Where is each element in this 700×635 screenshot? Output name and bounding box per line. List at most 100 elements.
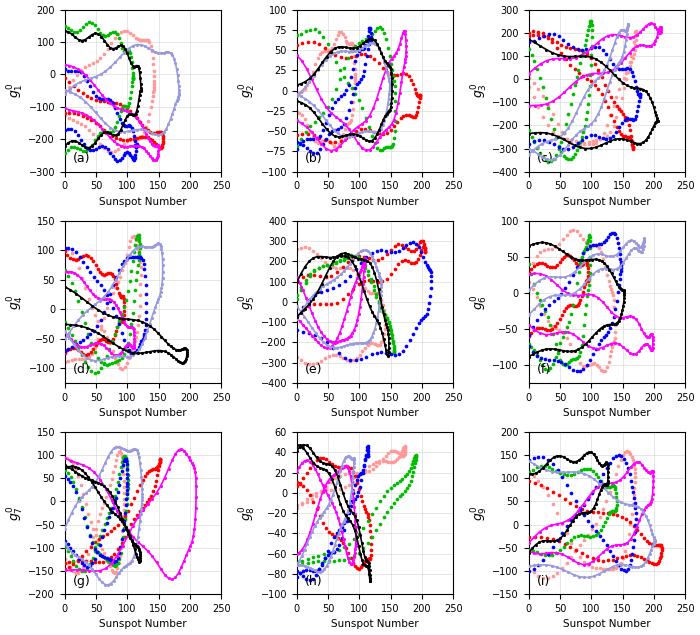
- Point: [311, 133, 322, 144]
- Point: [397, 474, 408, 484]
- Point: [590, 469, 601, 479]
- Point: [139, 264, 150, 274]
- Point: [79, 565, 90, 575]
- Point: [321, 485, 332, 495]
- Point: [575, 503, 586, 513]
- Point: [323, 548, 335, 558]
- Point: [385, 269, 396, 279]
- Point: [296, 499, 307, 509]
- Point: [291, 90, 302, 100]
- Point: [537, 360, 548, 370]
- Point: [76, 119, 87, 129]
- Point: [413, 318, 424, 328]
- Point: [378, 491, 389, 501]
- Point: [119, 523, 130, 533]
- Point: [129, 153, 140, 163]
- Point: [99, 313, 110, 323]
- Point: [656, 541, 667, 551]
- Point: [132, 231, 143, 241]
- Point: [596, 335, 607, 345]
- Point: [556, 289, 567, 299]
- Point: [560, 283, 571, 293]
- Point: [314, 564, 325, 574]
- Point: [630, 25, 641, 36]
- Point: [419, 311, 430, 321]
- Point: [154, 455, 165, 465]
- Point: [97, 269, 108, 279]
- Point: [62, 474, 74, 484]
- Point: [564, 316, 575, 326]
- Point: [111, 311, 122, 321]
- Point: [561, 133, 573, 144]
- Point: [580, 276, 592, 286]
- Point: [391, 494, 402, 504]
- Point: [611, 62, 622, 72]
- Point: [630, 520, 641, 530]
- Point: [295, 29, 307, 39]
- Point: [539, 259, 550, 269]
- Point: [372, 143, 383, 153]
- Point: [376, 347, 387, 358]
- Point: [75, 566, 86, 576]
- Point: [343, 480, 354, 490]
- Point: [120, 514, 131, 524]
- Point: [350, 51, 361, 61]
- Point: [107, 556, 118, 566]
- Point: [83, 509, 94, 519]
- Point: [92, 538, 103, 549]
- Point: [556, 40, 567, 50]
- Point: [121, 102, 132, 112]
- Point: [333, 348, 344, 358]
- Point: [591, 135, 602, 145]
- Point: [85, 517, 97, 527]
- Point: [347, 467, 358, 477]
- Point: [533, 84, 544, 94]
- Point: [656, 545, 667, 555]
- Point: [598, 128, 610, 138]
- Point: [104, 480, 116, 490]
- Point: [78, 562, 89, 572]
- Point: [547, 486, 559, 497]
- Point: [601, 119, 612, 130]
- Point: [321, 46, 332, 56]
- Point: [382, 486, 393, 497]
- Point: [76, 556, 88, 566]
- Point: [74, 554, 85, 564]
- Point: [135, 269, 146, 279]
- Point: [618, 565, 629, 575]
- Point: [66, 330, 77, 340]
- Point: [66, 66, 77, 76]
- Point: [614, 274, 625, 284]
- Point: [118, 293, 130, 304]
- Point: [117, 462, 128, 472]
- Point: [410, 88, 421, 98]
- Point: [401, 469, 412, 479]
- Point: [571, 226, 582, 236]
- Point: [528, 78, 539, 88]
- Point: [550, 321, 561, 331]
- Point: [571, 145, 582, 155]
- Point: [60, 246, 71, 257]
- Point: [611, 491, 622, 502]
- Point: [414, 237, 426, 248]
- Point: [535, 549, 546, 559]
- Point: [576, 504, 587, 514]
- Point: [339, 352, 350, 363]
- Point: [298, 481, 309, 491]
- Point: [125, 88, 136, 98]
- Point: [575, 258, 586, 269]
- Point: [142, 497, 153, 507]
- Point: [111, 279, 122, 289]
- Point: [410, 458, 421, 469]
- Point: [327, 262, 338, 272]
- Point: [599, 481, 610, 491]
- Point: [330, 50, 341, 60]
- Point: [571, 366, 582, 376]
- Point: [633, 88, 644, 98]
- Point: [573, 141, 584, 151]
- Point: [334, 139, 345, 149]
- Point: [626, 481, 638, 491]
- Point: [358, 43, 370, 53]
- Point: [140, 280, 151, 290]
- Point: [344, 356, 356, 366]
